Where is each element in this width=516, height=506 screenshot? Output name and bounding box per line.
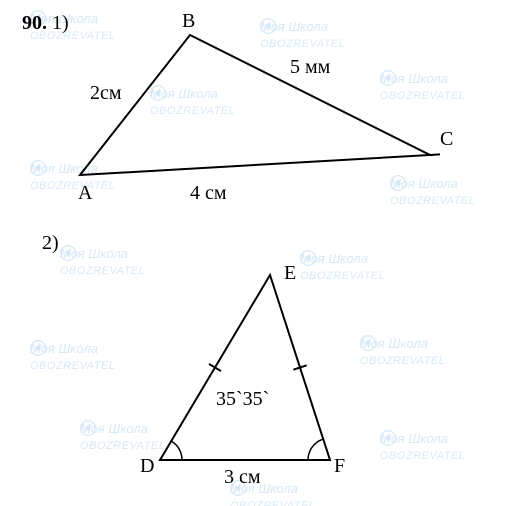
vertex-f-label: F	[334, 455, 345, 478]
angles-label: 35`35`	[216, 388, 269, 411]
vertex-e-label: E	[284, 262, 296, 285]
part-2-label: 2)	[42, 232, 59, 255]
vertex-c-label: С	[440, 128, 453, 151]
triangle-abc	[80, 35, 440, 175]
side-bc-label: 5 мм	[290, 56, 330, 79]
side-df-label: 3 см	[224, 466, 261, 489]
vertex-b-label: B	[182, 10, 195, 33]
problem-number: 90. 1)	[22, 12, 69, 35]
side-ac-label: 4 см	[190, 182, 227, 205]
side-ab-label: 2см	[90, 82, 122, 105]
triangle-def	[160, 275, 330, 460]
geometry-canvas	[0, 0, 516, 506]
vertex-a-label: A	[78, 182, 92, 205]
vertex-d-label: D	[140, 455, 154, 478]
